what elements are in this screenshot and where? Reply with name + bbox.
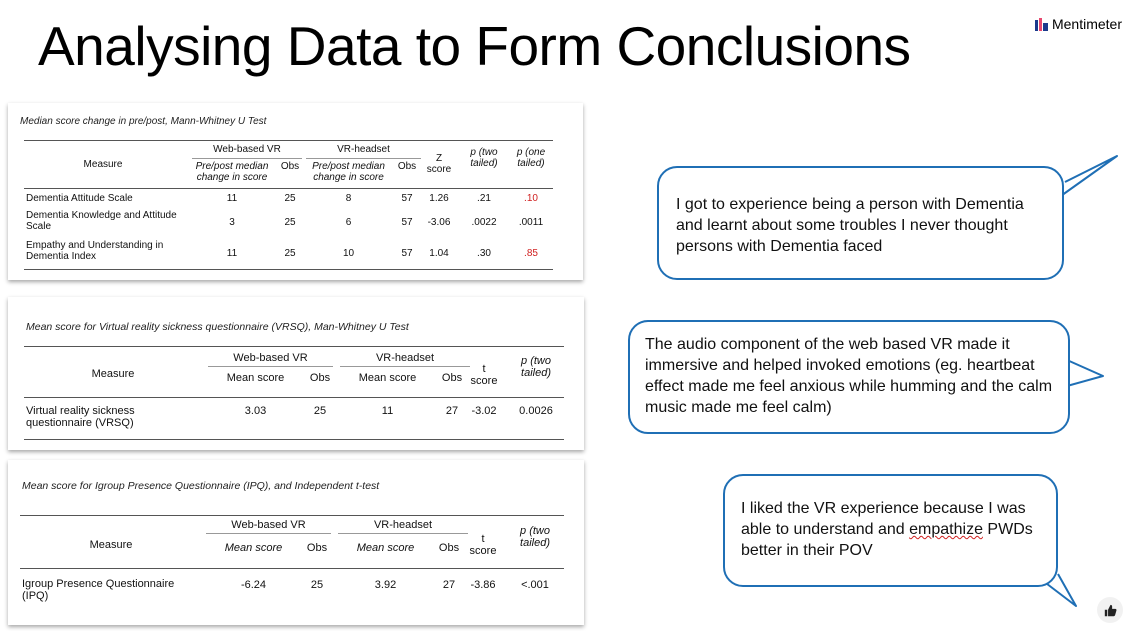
thumbs-up-icon <box>1104 604 1116 616</box>
table-median-score: Median score change in pre/post, Mann-Wh… <box>8 103 583 280</box>
col-header-vr-score: Pre/post median change in score <box>312 161 385 183</box>
table-cell: 11 <box>226 248 238 259</box>
table-vrsq: Mean score for Virtual reality sickness … <box>8 297 584 450</box>
col-header-measure: Measure <box>89 539 133 551</box>
col-header-vr-obs: Obs <box>438 542 460 554</box>
table-cell: 25 <box>284 248 296 259</box>
table-cell: 11 <box>381 405 394 417</box>
table-cell: 27 <box>445 405 459 417</box>
col-header-p-two: p (two tailed) <box>470 147 498 169</box>
table-cell: .21 <box>477 193 491 204</box>
table-cell: 57 <box>401 193 413 204</box>
bubble-tail <box>1057 155 1118 199</box>
group-header-vr: VR-headset <box>375 352 435 364</box>
table-cell: 1.04 <box>429 248 449 259</box>
table-cell: 57 <box>401 217 413 228</box>
table-cell: .0011 <box>518 217 544 228</box>
col-header-web-obs: Obs <box>280 161 300 172</box>
table-cell: 6 <box>345 217 352 228</box>
response-text-part: I liked the VR experience because I was … <box>741 500 1026 538</box>
table-cell: 25 <box>284 193 296 204</box>
brand-label: Mentimeter <box>1051 16 1122 32</box>
col-header-p: p (two tailed) <box>521 355 551 379</box>
table-cell: .30 <box>477 248 491 259</box>
table-cell: 25 <box>310 579 324 591</box>
col-header-vr-obs: Obs <box>441 372 463 384</box>
table-cell: 3.03 <box>244 405 267 417</box>
col-header-p: p (two tailed) <box>520 525 550 549</box>
group-header-vr: VR-headset <box>373 519 433 531</box>
col-header-web-score: Mean score <box>226 372 285 384</box>
col-header-web-obs: Obs <box>309 372 331 384</box>
table-cell: 0.0026 <box>519 405 553 417</box>
col-header-z: Z score <box>426 153 452 175</box>
response-text: I liked the VR experience because I was … <box>741 500 1033 559</box>
table-ipq: Mean score for Igroup Presence Questionn… <box>8 460 584 625</box>
response-text: The audio component of the web based VR … <box>645 336 1053 416</box>
table-row-measure: Dementia Attitude Scale <box>26 193 133 204</box>
col-header-web-score: Mean score <box>224 542 283 554</box>
col-header-t: t score <box>469 533 497 557</box>
reaction-button[interactable] <box>1097 597 1123 623</box>
col-header-t: t score <box>470 363 498 387</box>
col-header-measure: Measure <box>83 159 123 170</box>
mentimeter-brand: Mentimeter <box>1034 16 1122 32</box>
group-header-web: Web-based VR <box>213 144 281 155</box>
slide-title: Analysing Data to Form Conclusions <box>38 15 911 77</box>
table-caption: Mean score for Igroup Presence Questionn… <box>22 480 380 492</box>
mentimeter-logo-icon <box>1034 17 1048 31</box>
table-cell: <.001 <box>521 579 549 591</box>
table-cell: -6.24 <box>240 579 267 591</box>
table-cell: .0022 <box>471 217 497 228</box>
col-header-web-obs: Obs <box>306 542 328 554</box>
response-bubble: I got to experience being a person with … <box>657 166 1064 280</box>
table-cell-highlight: .10 <box>524 193 538 204</box>
col-header-vr-score: Mean score <box>356 542 415 554</box>
table-row-measure: Dementia Knowledge and Attitude Scale <box>26 210 177 232</box>
table-cell: 3 <box>229 217 235 228</box>
table-row-measure: Empathy and Understanding in Dementia In… <box>26 240 164 262</box>
response-bubble: The audio component of the web based VR … <box>628 320 1070 434</box>
col-header-web-score: Pre/post median change in score <box>195 161 269 183</box>
table-cell: 11 <box>226 193 238 204</box>
col-header-measure: Measure <box>91 368 135 380</box>
table-cell-highlight: .85 <box>524 248 538 259</box>
table-cell: -3.86 <box>470 579 496 591</box>
table-cell: 25 <box>284 217 296 228</box>
group-header-web: Web-based VR <box>231 519 306 531</box>
col-header-vr-score: Mean score <box>358 372 417 384</box>
misspelled-word: empathize <box>909 521 983 538</box>
table-cell: 8 <box>345 193 352 204</box>
table-row-measure: Igroup Presence Questionnaire (IPQ) <box>22 578 175 602</box>
table-caption: Mean score for Virtual reality sickness … <box>26 321 409 333</box>
table-cell: -3.02 <box>471 405 497 417</box>
col-header-p-one: p (one tailed) <box>516 147 546 169</box>
group-header-web: Web-based VR <box>233 352 308 364</box>
response-bubble: I liked the VR experience because I was … <box>723 474 1058 587</box>
table-cell: 3.92 <box>374 579 397 591</box>
table-caption: Median score change in pre/post, Mann-Wh… <box>20 116 267 127</box>
table-cell: 10 <box>342 248 355 259</box>
col-header-vr-obs: Obs <box>397 161 417 172</box>
table-row-measure: Virtual reality sickness questionnaire (… <box>26 405 135 429</box>
bubble-tail <box>1066 359 1104 387</box>
table-cell: 57 <box>401 248 413 259</box>
table-cell: -3.06 <box>427 217 451 228</box>
group-header-vr: VR-headset <box>337 144 390 155</box>
response-text-part: PWDs better in their POV <box>741 521 1033 559</box>
table-cell: 27 <box>442 579 456 591</box>
table-cell: 1.26 <box>429 193 449 204</box>
response-text: I got to experience being a person with … <box>676 196 1024 255</box>
table-cell: 25 <box>313 405 327 417</box>
